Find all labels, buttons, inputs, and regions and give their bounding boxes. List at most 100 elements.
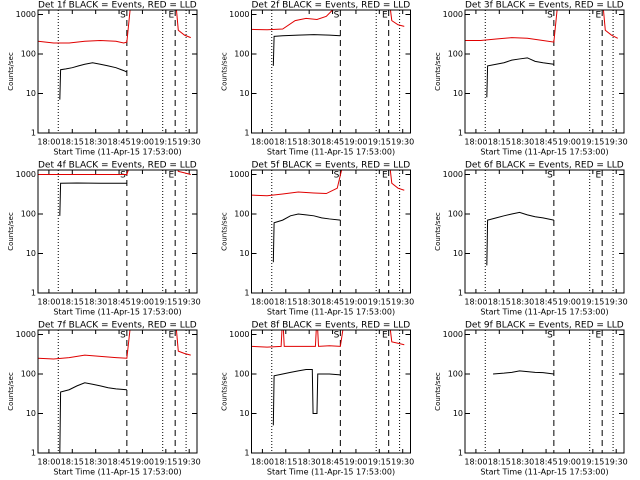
plot-frame	[251, 9, 411, 134]
x-tick-label: 18:45	[535, 458, 558, 467]
marker-label: E	[382, 171, 388, 181]
chart-title: Det 4f BLACK = Events, RED = LLD	[38, 161, 197, 171]
x-tick-label: 19:15	[154, 138, 177, 147]
x-tick-label: 19:30	[391, 138, 414, 147]
x-tick-label: 19:30	[178, 458, 201, 467]
y-tick-label: 1000	[16, 10, 36, 19]
y-tick-label: 100	[234, 210, 249, 219]
x-tick-label: 19:15	[581, 138, 604, 147]
marker-label: E	[168, 331, 174, 341]
x-tick-label: 18:30	[84, 138, 107, 147]
x-tick-label: 18:30	[298, 298, 321, 307]
y-tick-label: 1	[458, 129, 463, 138]
series-line	[38, 10, 191, 44]
x-tick-label: 19:15	[154, 298, 177, 307]
plot-frame	[37, 9, 198, 134]
y-axis-label: Counts/sec	[221, 52, 229, 91]
marker-label: E	[168, 11, 174, 21]
y-tick-label: 10	[453, 89, 463, 98]
y-tick-label: 100	[448, 210, 463, 219]
y-tick-label: 1000	[229, 170, 249, 179]
marker-label: S	[547, 171, 553, 181]
x-axis-label: Start Time (11-Apr-15 17:53:00)	[267, 308, 395, 317]
x-axis-label: Start Time (11-Apr-15 17:53:00)	[480, 468, 608, 477]
marker-label: S	[547, 11, 553, 21]
y-tick-label: 10	[239, 249, 249, 258]
x-tick-label: 18:00	[464, 298, 487, 307]
x-tick-label: 18:45	[535, 298, 558, 307]
y-tick-label: 100	[21, 370, 36, 379]
x-tick-label: 19:00	[344, 298, 367, 307]
series-line	[251, 10, 405, 31]
chart-title: Det 2f BLACK = Events, RED = LLD	[252, 1, 411, 11]
y-tick-label: 1000	[443, 10, 463, 19]
marker-label: S	[334, 331, 340, 341]
chart-title: Det 9f BLACK = Events, RED = LLD	[465, 321, 624, 331]
chart-title: Det 3f BLACK = Events, RED = LLD	[465, 1, 624, 11]
x-tick-label: 18:45	[321, 138, 344, 147]
x-tick-label: 19:00	[131, 298, 154, 307]
panel: Det 9f BLACK = Events, RED = LLD Counts/s…	[434, 321, 628, 477]
y-tick-label: 100	[234, 370, 249, 379]
x-tick-label: 18:15	[488, 458, 511, 467]
x-tick-label: 18:30	[84, 298, 107, 307]
x-tick-label: 18:45	[535, 138, 558, 147]
y-tick-label: 10	[453, 409, 463, 418]
panel: Det 8f BLACK = Events, RED = LLD Counts/s…	[221, 321, 415, 477]
chart-title: Det 8f BLACK = Events, RED = LLD	[252, 321, 411, 331]
y-tick-label: 1000	[229, 10, 249, 19]
marker-label: S	[334, 11, 340, 21]
x-tick-label: 19:15	[581, 458, 604, 467]
series-line	[38, 330, 191, 360]
marker-label: E	[382, 331, 388, 341]
x-tick-label: 19:30	[605, 298, 628, 307]
x-tick-label: 18:00	[251, 298, 274, 307]
x-tick-label: 18:45	[108, 298, 131, 307]
x-tick-label: 19:00	[131, 458, 154, 467]
x-tick-label: 19:00	[558, 138, 581, 147]
x-tick-label: 18:15	[274, 458, 297, 467]
y-tick-label: 1000	[443, 330, 463, 339]
x-tick-label: 19:00	[558, 458, 581, 467]
y-tick-label: 10	[26, 89, 36, 98]
x-tick-label: 18:15	[488, 298, 511, 307]
plot-frame	[464, 9, 625, 134]
x-axis-label: Start Time (11-Apr-15 17:53:00)	[53, 308, 181, 317]
x-tick-label: 18:30	[298, 138, 321, 147]
plot-frame	[251, 329, 411, 454]
series-line	[272, 369, 341, 426]
y-tick-label: 10	[239, 89, 249, 98]
marker-label: E	[168, 171, 174, 181]
x-tick-label: 18:15	[488, 138, 511, 147]
x-tick-label: 19:30	[178, 298, 201, 307]
x-axis-label: Start Time (11-Apr-15 17:53:00)	[267, 468, 395, 477]
y-tick-label: 1	[458, 289, 463, 298]
chart-title: Det 7f BLACK = Events, RED = LLD	[38, 321, 197, 331]
marker-label: S	[120, 171, 126, 181]
y-tick-label: 1	[244, 289, 249, 298]
x-tick-label: 19:30	[605, 138, 628, 147]
x-tick-label: 18:00	[37, 458, 60, 467]
y-tick-label: 1	[31, 129, 36, 138]
x-tick-label: 19:15	[368, 458, 391, 467]
y-tick-label: 1	[458, 449, 463, 458]
series-line	[59, 62, 128, 100]
x-tick-label: 18:45	[108, 458, 131, 467]
y-tick-label: 1	[31, 289, 36, 298]
x-tick-label: 19:15	[368, 138, 391, 147]
marker-label: S	[547, 331, 553, 341]
plot-frame	[37, 329, 198, 454]
y-axis-label: Counts/sec	[434, 372, 442, 411]
x-tick-label: 19:00	[131, 138, 154, 147]
series-line	[486, 211, 554, 266]
x-axis-label: Start Time (11-Apr-15 17:53:00)	[480, 308, 608, 317]
y-tick-label: 10	[239, 409, 249, 418]
marker-label: S	[334, 171, 340, 181]
x-axis-label: Start Time (11-Apr-15 17:53:00)	[53, 468, 181, 477]
plot-frame	[251, 169, 411, 294]
marker-label: E	[595, 331, 601, 341]
y-tick-label: 100	[21, 210, 36, 219]
x-axis-label: Start Time (11-Apr-15 17:53:00)	[480, 148, 608, 157]
y-axis-label: Counts/sec	[7, 372, 15, 411]
series-line	[59, 182, 127, 216]
